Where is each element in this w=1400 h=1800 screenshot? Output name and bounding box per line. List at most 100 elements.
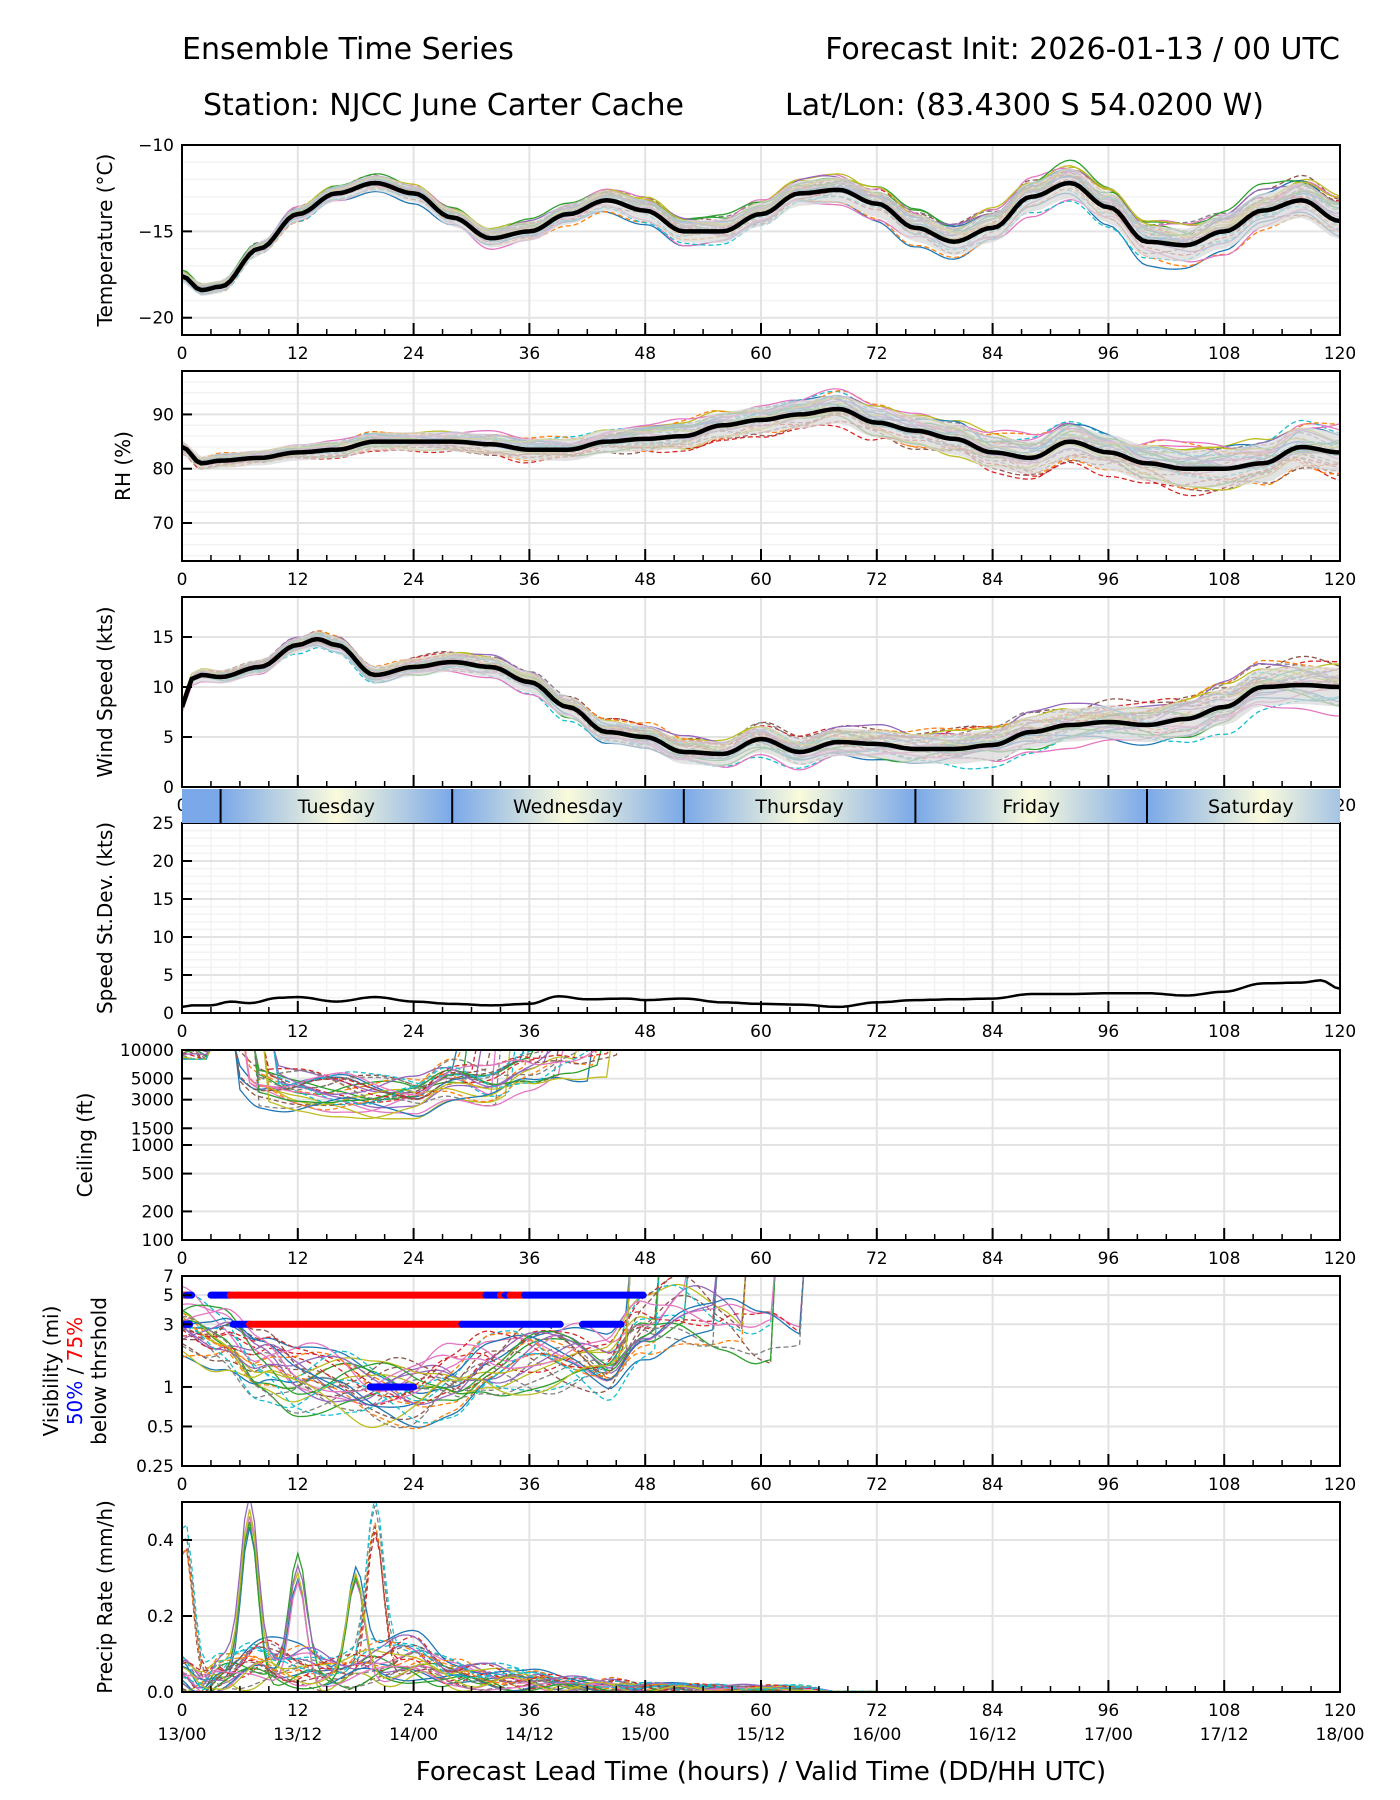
- station-name: Station: NJCC June Carter Cache: [203, 88, 684, 123]
- y-tick-label: 1: [163, 1378, 174, 1398]
- y-axis-label: Visibility (mi): [39, 1306, 63, 1437]
- y-tick-label: 25: [152, 814, 174, 834]
- y-tick-label: 10000: [120, 1041, 174, 1061]
- ensemble-mean-line: [182, 180, 1340, 293]
- ensemble-member-line: [182, 1050, 516, 1106]
- title-right: Forecast Init: 2026-01-13 / 00 UTC: [825, 32, 1340, 67]
- x-tick-label: 60: [750, 1701, 772, 1721]
- x-tick-label: 84: [982, 344, 1004, 364]
- ensemble-member-line: [182, 1276, 685, 1398]
- y-tick-label: 200: [142, 1202, 174, 1222]
- ensemble-mean-line: [182, 636, 1340, 757]
- x-tick-label: 72: [866, 1701, 888, 1721]
- ensemble-member-line: [182, 1547, 877, 1692]
- x-tick-label: 12: [287, 1475, 309, 1495]
- x-tick-label: 36: [519, 1249, 541, 1269]
- valid-time-label: 13/12: [273, 1725, 322, 1745]
- day-band-segment: [452, 789, 684, 823]
- y-tick-label: 1000: [131, 1136, 174, 1156]
- x-tick-label: 108: [1208, 1249, 1240, 1269]
- y-tick-label: 5: [163, 728, 174, 748]
- y-tick-label: 20: [152, 852, 174, 872]
- y-axis-label: Wind Speed (kts): [93, 606, 117, 777]
- x-tick-label: 36: [519, 344, 541, 364]
- ensemble-member-line: [182, 1276, 776, 1418]
- x-tick-label: 72: [866, 344, 888, 364]
- y-axis-label: Ceiling (ft): [73, 1093, 97, 1198]
- ensemble-member-line: [194, 1050, 602, 1104]
- plot-area: [182, 388, 1340, 497]
- y-axis-label: RH (%): [111, 431, 135, 501]
- y-axis-label: Temperature (°C): [93, 154, 117, 328]
- y-tick-label: 15: [152, 628, 174, 648]
- ensemble-member-line: [182, 420, 1340, 487]
- x-tick-label: 84: [982, 570, 1004, 590]
- y-tick-label: 70: [152, 514, 174, 534]
- y-axis-label-sub: below thrshold: [87, 1297, 111, 1445]
- ensemble-member-line: [182, 1276, 631, 1404]
- x-tick-label: 108: [1208, 1475, 1240, 1495]
- day-label: Tuesday: [297, 796, 375, 818]
- x-tick-label: 120: [1324, 1701, 1356, 1721]
- ensemble-member-line: [182, 176, 1340, 289]
- panel-temperature: 0 12 24 36 48 60 72 84 96 108 120 −20 −15 −10 Temperat…: [93, 136, 1356, 364]
- panel-speed_stdev: 0 12 24 36 48 60 72 84 96 108 120 0 5 10 15 20 25 Speed S…: [93, 814, 1356, 1042]
- valid-time-label: 17/00: [1084, 1725, 1133, 1745]
- y-tick-label: 0.4: [147, 1531, 174, 1551]
- valid-time-label: 16/12: [968, 1725, 1017, 1745]
- y-axis-label-thresholds: 50% / 75%: [63, 1317, 87, 1425]
- ensemble-spread-band: [182, 167, 1340, 297]
- y-tick-label: 3: [163, 1315, 174, 1335]
- x-tick-label: 72: [866, 570, 888, 590]
- x-tick-label: 0: [177, 344, 188, 364]
- x-tick-label: 60: [750, 344, 772, 364]
- y-tick-label: −15: [138, 222, 174, 242]
- x-tick-label: 24: [403, 1022, 425, 1042]
- x-tick-label: 12: [287, 570, 309, 590]
- y-tick-label: 1500: [131, 1119, 174, 1139]
- y-tick-label: 0: [163, 778, 174, 798]
- ensemble-member-line: [182, 1050, 497, 1113]
- x-tick-label: 72: [866, 1475, 888, 1495]
- x-tick-label: 60: [750, 1022, 772, 1042]
- x-tick-label: 0: [177, 1022, 188, 1042]
- x-tick-label: 12: [287, 1249, 309, 1269]
- y-tick-label: 500: [142, 1165, 174, 1185]
- plot-area: [182, 630, 1340, 771]
- ensemble-member-line: [182, 1276, 776, 1421]
- ensemble-member-line: [182, 1050, 593, 1118]
- day-band: Tuesday Wednesday Thursday Friday Saturday: [182, 789, 1340, 823]
- y-tick-label: 0.2: [147, 1607, 174, 1627]
- y-tick-label: 3000: [131, 1091, 174, 1111]
- x-tick-label: 48: [634, 1701, 656, 1721]
- ensemble-member-line: [182, 1050, 578, 1106]
- x-tick-label: 96: [1098, 1249, 1120, 1269]
- ensemble-member-line: [182, 1050, 611, 1098]
- x-tick-label: 84: [982, 1475, 1004, 1495]
- panel-precip_rate: 0 13/00 12 13/12 24 14/00 36 14/12 48 15/00 60 15/1…: [93, 1500, 1365, 1745]
- x-tick-label: 24: [403, 570, 425, 590]
- x-tick-label: 84: [982, 1701, 1004, 1721]
- x-tick-label: 72: [866, 1249, 888, 1269]
- valid-time-label: 16/00: [852, 1725, 901, 1745]
- valid-time-label: 14/00: [389, 1725, 438, 1745]
- valid-time-label: 17/12: [1200, 1725, 1249, 1745]
- x-tick-label: 60: [750, 1249, 772, 1269]
- plot-area: [182, 1050, 619, 1120]
- ensemble-member-line: [182, 1050, 564, 1115]
- ensemble-member-line: [182, 1050, 511, 1120]
- x-tick-label: 12: [287, 344, 309, 364]
- ensemble-member-line: [182, 1276, 805, 1406]
- ensemble-member-line: [182, 1276, 718, 1429]
- ensemble-member-line: [203, 1050, 619, 1101]
- y-tick-label: 5000: [131, 1070, 174, 1090]
- day-label: Friday: [1002, 796, 1060, 818]
- y-tick-label: 80: [152, 460, 174, 480]
- ensemble-member-line: [189, 1050, 544, 1100]
- station-latlon: Lat/Lon: (83.4300 S 54.0200 W): [785, 88, 1265, 123]
- ensemble-member-line: [182, 1276, 805, 1414]
- ensemble-member-line: [182, 1276, 718, 1429]
- ensemble-member-line: [182, 1276, 631, 1429]
- x-tick-label: 96: [1098, 344, 1120, 364]
- y-tick-label: 100: [142, 1231, 174, 1251]
